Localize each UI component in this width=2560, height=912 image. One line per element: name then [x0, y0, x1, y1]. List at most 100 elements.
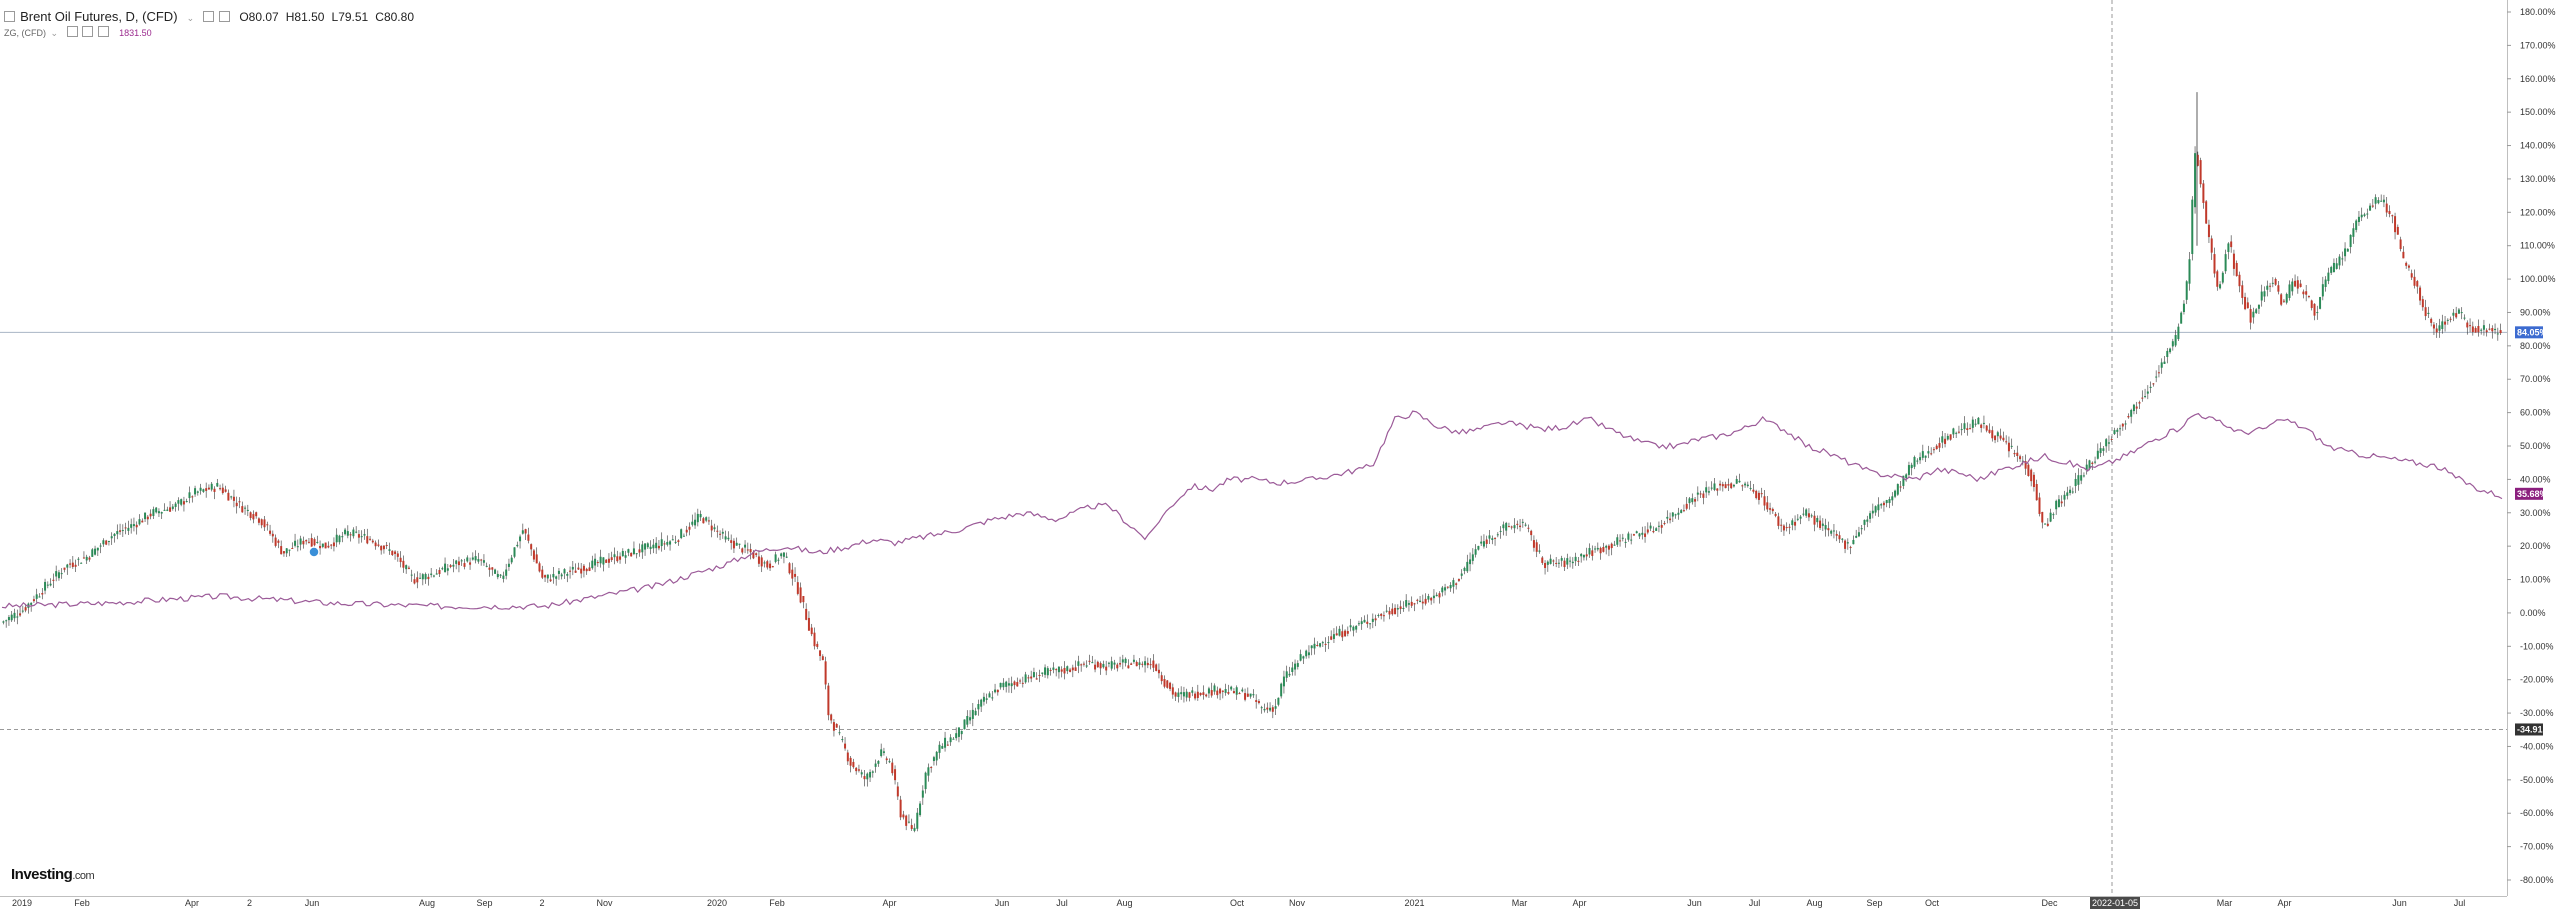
settings-icon[interactable]: [203, 11, 215, 22]
close-icon[interactable]: [97, 26, 109, 37]
x-tick-label: Jun: [305, 898, 320, 908]
candle-body: [1916, 460, 1919, 462]
candle-body: [152, 509, 155, 516]
candle-body: [866, 773, 869, 780]
candle-body: [1191, 690, 1194, 693]
candle-body: [1121, 659, 1124, 663]
candle-body: [269, 530, 272, 534]
candle-body: [2002, 437, 2005, 441]
candle-body: [482, 560, 485, 563]
candle-body: [1363, 619, 1366, 623]
candle-body: [91, 549, 94, 557]
candle-body: [205, 488, 208, 491]
candle-body: [888, 761, 891, 763]
candle-body: [1149, 664, 1152, 666]
candle-body: [2391, 215, 2394, 217]
candle-body: [910, 825, 913, 829]
candle-body: [996, 689, 999, 693]
candle-body: [382, 545, 385, 550]
candle-body: [1946, 435, 1949, 440]
candle-body: [985, 698, 988, 700]
event-marker-icon[interactable]: [308, 546, 320, 558]
candle-body: [124, 527, 127, 529]
candle-body: [1724, 484, 1727, 489]
plot-area[interactable]: [0, 0, 2507, 896]
visibility-icon[interactable]: [66, 26, 78, 37]
candle-body: [727, 537, 730, 540]
candle-body: [1896, 484, 1899, 495]
candle-body: [116, 531, 119, 535]
candle-body: [1107, 662, 1110, 664]
candle-body: [1377, 615, 1380, 617]
settings-icon[interactable]: [82, 26, 94, 37]
close-icon[interactable]: [219, 11, 231, 22]
candle-body: [1760, 493, 1763, 495]
candle-body: [1116, 664, 1119, 669]
candle-body: [813, 632, 816, 647]
candle-body: [1557, 562, 1560, 564]
candle-body: [1849, 546, 1852, 548]
candle-body: [877, 760, 880, 764]
y-tick-label: 60.00%: [2520, 408, 2551, 418]
candle-body: [752, 552, 755, 559]
candle-body: [974, 710, 977, 716]
candle-body: [1610, 543, 1613, 549]
candle-body: [346, 531, 349, 536]
candle-body: [1982, 422, 1985, 424]
candle-body: [1060, 669, 1063, 672]
candle-body: [1707, 491, 1710, 493]
candle-body: [2213, 254, 2216, 274]
candle-body: [2102, 448, 2105, 451]
candle-body: [1927, 451, 1930, 454]
candle-body: [1491, 538, 1494, 540]
candle-body: [1349, 625, 1352, 628]
candle-body: [566, 573, 569, 576]
candle-body: [1413, 603, 1416, 605]
y-tick-label: 140.00%: [2520, 141, 2556, 151]
candle-body: [832, 722, 835, 731]
candle-body: [1980, 424, 1983, 428]
legend-series2-name: ZG, (CFD): [4, 28, 46, 38]
candle-body: [1624, 541, 1627, 543]
candle-body: [1352, 626, 1355, 631]
candle-body: [1427, 596, 1430, 600]
collapse-icon[interactable]: [4, 11, 15, 22]
candle-body: [680, 529, 683, 539]
candle-body: [1446, 586, 1449, 588]
candle-body: [707, 520, 710, 522]
candle-body: [321, 543, 324, 547]
candle-body: [2399, 239, 2402, 250]
candle-body: [302, 540, 305, 545]
y-tick-label: 150.00%: [2520, 107, 2556, 117]
candle-body: [1391, 608, 1394, 615]
candle-body: [699, 513, 702, 518]
candle-body: [557, 570, 560, 574]
candle-body: [944, 737, 947, 748]
candle-body: [841, 739, 844, 741]
candle-body: [1099, 663, 1102, 669]
candle-body: [1041, 672, 1044, 674]
dropdown-icon[interactable]: ⌄: [50, 28, 59, 38]
candle-body: [2066, 492, 2069, 496]
legend-close: C80.80: [375, 10, 414, 24]
candle-body: [2019, 456, 2022, 460]
candle-body: [2394, 216, 2397, 233]
y-tick-label: -20.00%: [2520, 675, 2554, 685]
candle-body: [1257, 701, 1260, 703]
candle-body: [1430, 597, 1433, 601]
dropdown-icon[interactable]: ⌄: [186, 13, 195, 23]
x-tick-label: Oct: [1230, 898, 1245, 908]
candle-body: [682, 535, 685, 537]
y-axis: 180.00% 170.00% 160.00% 150.00% 140.00% 130.0…: [2507, 7, 2556, 885]
candle-body: [1721, 484, 1724, 487]
candle-body: [1591, 550, 1594, 556]
y-tick-label: 160.00%: [2520, 74, 2556, 84]
candle-body: [1949, 434, 1952, 440]
candle-body: [57, 572, 60, 579]
candle-body: [41, 593, 44, 595]
candle-body: [1785, 527, 1788, 529]
candle-body: [1969, 428, 1972, 430]
candle-body: [544, 575, 547, 578]
candle-body: [2441, 321, 2444, 329]
